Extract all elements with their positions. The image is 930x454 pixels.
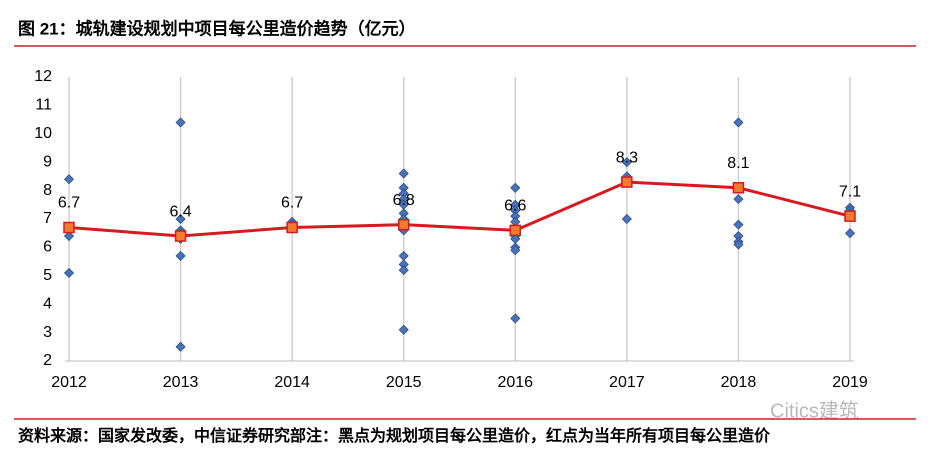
line-marker xyxy=(174,230,187,242)
y-tick-label: 10 xyxy=(34,125,52,142)
line xyxy=(68,180,851,238)
y-tick-label: 2 xyxy=(43,352,52,369)
line-marker xyxy=(621,176,633,188)
x-tick-label: 2015 xyxy=(386,374,422,391)
scatter-point xyxy=(398,250,409,261)
scatter-point xyxy=(63,267,75,279)
x-tick-label: 2017 xyxy=(609,374,645,391)
y-tick-label: 11 xyxy=(35,97,52,114)
chart-title: 图 21：城轨建设规划中项目每公里造价趋势（亿元） xyxy=(18,18,416,38)
data-label: 6.7 xyxy=(281,195,303,212)
x-tick-label: 2019 xyxy=(832,374,868,391)
scatter-point xyxy=(398,168,409,179)
data-label: 6.4 xyxy=(169,203,191,220)
scatter-point xyxy=(175,117,186,128)
data-label: 6.6 xyxy=(504,198,526,215)
scatter-point xyxy=(175,341,186,352)
scatter-point xyxy=(621,213,632,225)
scatter-point xyxy=(175,213,186,225)
y-tick-label: 4 xyxy=(43,295,52,312)
line-marker xyxy=(732,182,745,194)
x-tick-label: 2013 xyxy=(163,374,199,391)
line-marker xyxy=(509,224,522,237)
x-tick-label: 2018 xyxy=(721,374,757,391)
scatter-point xyxy=(733,194,744,205)
line-marker xyxy=(844,210,856,222)
scatter-point xyxy=(733,239,744,250)
y-tick-label: 9 xyxy=(43,153,52,170)
scatter-point xyxy=(733,117,744,128)
data-label: 7.1 xyxy=(839,183,861,200)
scatter-point xyxy=(175,250,186,261)
x-tick-label: 2014 xyxy=(274,374,310,391)
data-label: 6.7 xyxy=(58,195,80,212)
data-label: 6.8 xyxy=(393,192,415,209)
line-marker xyxy=(397,218,410,231)
y-tick-label: 6 xyxy=(43,239,52,256)
scatter-point xyxy=(621,157,632,168)
y-tick-label: 3 xyxy=(43,324,52,341)
y-tick-label: 12 xyxy=(34,68,52,85)
scatter-point xyxy=(63,174,75,185)
scatter-point xyxy=(844,228,856,239)
scatter-point xyxy=(510,245,521,256)
watermark: Citics建筑 xyxy=(770,399,859,422)
scatter-point xyxy=(733,219,744,230)
scatter-point xyxy=(63,230,75,242)
line-marker xyxy=(63,221,75,234)
scatter-point xyxy=(510,182,521,193)
scatter-point xyxy=(398,265,409,276)
y-tick-label: 8 xyxy=(43,182,52,199)
y-tick-label: 5 xyxy=(43,267,52,284)
y-tick-label: 7 xyxy=(43,210,52,227)
line-marker xyxy=(286,221,298,234)
source-note: 资料来源：国家发改委，中信证券研究部注：黑点为规划项目每公里造价，红点为当年所有… xyxy=(18,426,771,445)
data-label: 8.3 xyxy=(616,149,638,166)
x-tick-label: 2016 xyxy=(497,374,533,391)
data-label: 8.1 xyxy=(727,155,749,172)
scatter-point xyxy=(398,324,409,335)
scatter-point xyxy=(510,313,521,324)
x-tick-label: 2012 xyxy=(51,374,87,391)
